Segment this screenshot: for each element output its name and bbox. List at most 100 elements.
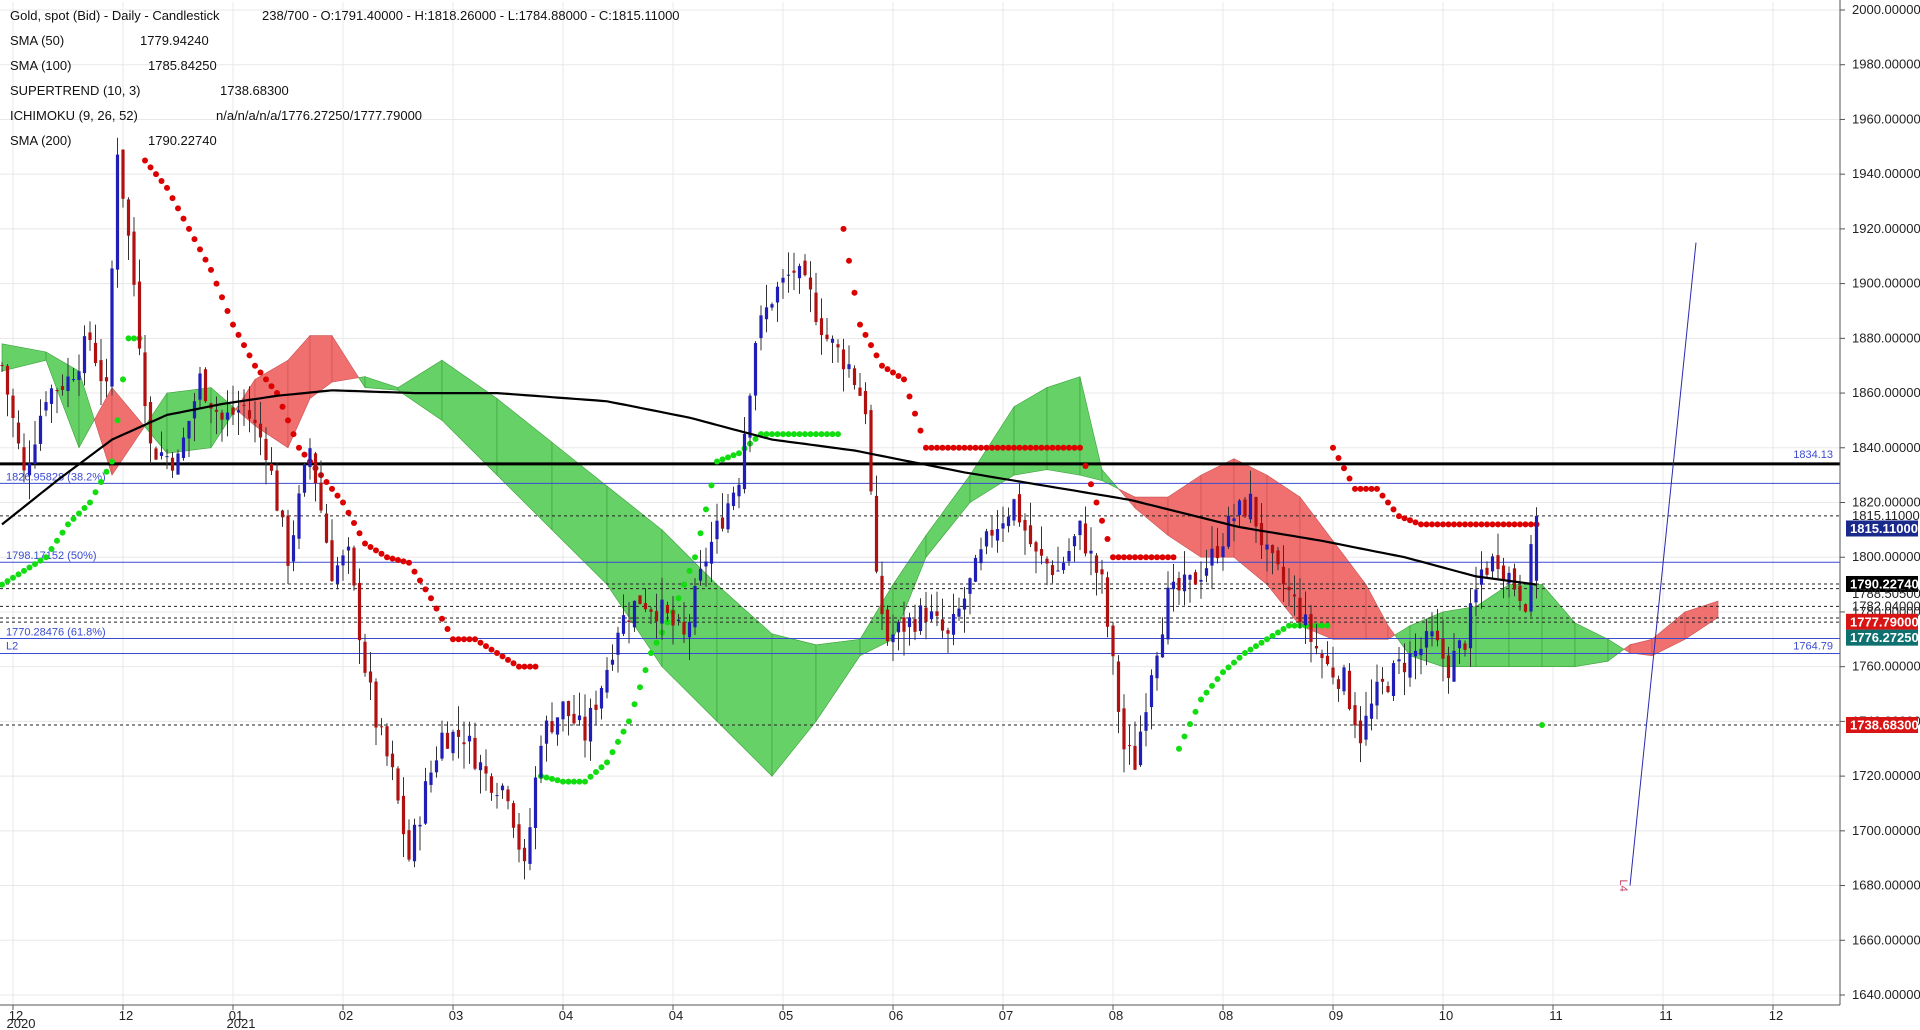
candle-bearish[interactable] [22, 447, 26, 471]
candle-bullish[interactable] [891, 634, 895, 643]
candle-bearish[interactable] [1050, 565, 1055, 576]
candle-bullish[interactable] [66, 376, 70, 392]
candle-bullish[interactable] [621, 615, 626, 634]
candle-bullish[interactable] [577, 715, 582, 721]
candle-bearish[interactable] [1259, 522, 1264, 546]
candle-bearish[interactable] [313, 453, 318, 484]
candle-bearish[interactable] [16, 422, 21, 444]
candle-bullish[interactable] [1507, 572, 1511, 584]
candle-bearish[interactable] [357, 582, 362, 641]
candle-bullish[interactable] [1089, 550, 1093, 554]
candle-bullish[interactable] [1303, 614, 1308, 626]
candle-bullish[interactable] [77, 371, 81, 381]
candle-bearish[interactable] [143, 352, 147, 407]
candle-bullish[interactable] [770, 304, 774, 308]
candle-bullish[interactable] [1072, 536, 1077, 547]
candle-bearish[interactable] [1100, 569, 1104, 575]
candle-bearish[interactable] [280, 510, 285, 518]
candle-bearish[interactable] [1523, 604, 1528, 612]
candle-bullish[interactable] [1171, 581, 1176, 590]
candle-bullish[interactable] [1391, 663, 1396, 697]
candle-bearish[interactable] [1028, 525, 1033, 545]
candle-bullish[interactable] [962, 598, 967, 610]
candle-bullish[interactable] [1204, 568, 1209, 576]
candle-bullish[interactable] [440, 732, 444, 759]
trendline-l4[interactable]: L4 [1617, 242, 1697, 892]
candle-bearish[interactable] [1133, 745, 1137, 770]
candle-bullish[interactable] [660, 599, 664, 624]
candle-bearish[interactable] [671, 610, 675, 626]
candle-bearish[interactable] [913, 619, 917, 632]
candle-bearish[interactable] [385, 726, 389, 757]
candle-bearish[interactable] [132, 231, 136, 285]
candle-bullish[interactable] [1138, 731, 1143, 766]
candle-bullish[interactable] [335, 565, 340, 584]
candle-bullish[interactable] [423, 781, 428, 824]
candle-bearish[interactable] [1215, 546, 1220, 559]
candle-bullish[interactable] [748, 395, 752, 438]
candle-bearish[interactable] [1177, 577, 1181, 591]
candle-bearish[interactable] [654, 611, 659, 622]
candle-bearish[interactable] [594, 704, 598, 710]
candle-bearish[interactable] [1116, 661, 1121, 712]
candle-bullish[interactable] [1413, 650, 1418, 657]
candle-bearish[interactable] [1353, 705, 1357, 726]
candle-bearish[interactable] [1496, 555, 1500, 570]
candle-bearish[interactable] [93, 342, 98, 364]
candle-bearish[interactable] [946, 630, 950, 634]
candle-bearish[interactable] [489, 776, 494, 793]
candle-bearish[interactable] [506, 789, 510, 802]
candle-bullish[interactable] [1012, 499, 1016, 521]
candle-bullish[interactable] [830, 338, 835, 343]
candle-bullish[interactable] [1364, 715, 1368, 740]
candle-bullish[interactable] [1006, 516, 1011, 527]
candle-bullish[interactable] [918, 605, 923, 632]
candle-bearish[interactable] [1336, 679, 1341, 689]
candle-bearish[interactable] [863, 390, 868, 415]
candle-bearish[interactable] [137, 281, 142, 349]
candle-bearish[interactable] [990, 529, 994, 536]
candle-bullish[interactable] [847, 364, 851, 370]
candle-bearish[interactable] [11, 395, 15, 418]
candle-bullish[interactable] [1419, 648, 1423, 656]
candle-bullish[interactable] [951, 614, 956, 635]
candle-bearish[interactable] [1039, 549, 1044, 556]
candle-bearish[interactable] [231, 407, 235, 415]
candle-bullish[interactable] [451, 731, 455, 754]
candle-bearish[interactable] [1402, 662, 1407, 673]
candle-bearish[interactable] [374, 681, 378, 728]
candle-bearish[interactable] [1045, 558, 1049, 564]
candle-bearish[interactable] [1287, 587, 1291, 591]
candle-bearish[interactable] [1193, 572, 1198, 585]
candle-bearish[interactable] [203, 369, 208, 402]
candle-bearish[interactable] [1094, 555, 1099, 573]
candle-bullish[interactable] [616, 632, 620, 655]
candle-bearish[interactable] [60, 386, 65, 390]
candle-bearish[interactable] [1446, 655, 1451, 679]
candle-bullish[interactable] [742, 433, 747, 490]
candle-bearish[interactable] [407, 830, 411, 860]
candle-bearish[interactable] [1023, 519, 1027, 531]
candle-bullish[interactable] [1182, 574, 1187, 592]
candle-bearish[interactable] [401, 795, 406, 835]
candle-bearish[interactable] [583, 716, 587, 741]
candle-bearish[interactable] [572, 713, 576, 724]
candle-bullish[interactable] [731, 492, 736, 507]
candle-bullish[interactable] [165, 456, 169, 458]
candle-bearish[interactable] [836, 344, 840, 348]
candle-bullish[interactable] [1342, 667, 1346, 692]
candle-bearish[interactable] [1292, 594, 1297, 597]
candle-bearish[interactable] [275, 470, 279, 511]
candle-bearish[interactable] [517, 824, 521, 850]
candle-bullish[interactable] [49, 388, 54, 404]
candle-bearish[interactable] [484, 766, 488, 774]
candle-bullish[interactable] [753, 343, 758, 396]
candle-bearish[interactable] [1243, 499, 1247, 517]
candle-bullish[interactable] [1160, 634, 1165, 658]
candle-bearish[interactable] [104, 377, 109, 382]
candle-bearish[interactable] [1111, 625, 1115, 657]
candle-bearish[interactable] [819, 318, 824, 336]
candle-bullish[interactable] [984, 531, 989, 547]
